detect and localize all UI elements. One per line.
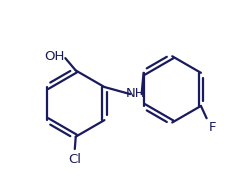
Text: Cl: Cl (68, 153, 81, 166)
Text: OH: OH (45, 50, 65, 63)
Text: F: F (209, 121, 216, 134)
Text: NH: NH (126, 87, 146, 100)
